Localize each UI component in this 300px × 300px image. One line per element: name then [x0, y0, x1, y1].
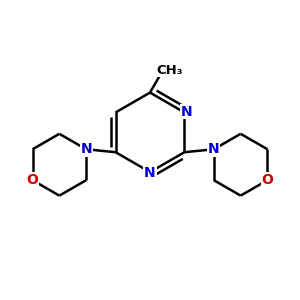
- Text: N: N: [80, 142, 92, 156]
- Text: CH₃: CH₃: [157, 64, 183, 76]
- Text: N: N: [144, 166, 156, 180]
- Text: O: O: [27, 173, 38, 187]
- Text: O: O: [262, 173, 273, 187]
- Text: N: N: [208, 142, 220, 156]
- Text: N: N: [181, 105, 193, 118]
